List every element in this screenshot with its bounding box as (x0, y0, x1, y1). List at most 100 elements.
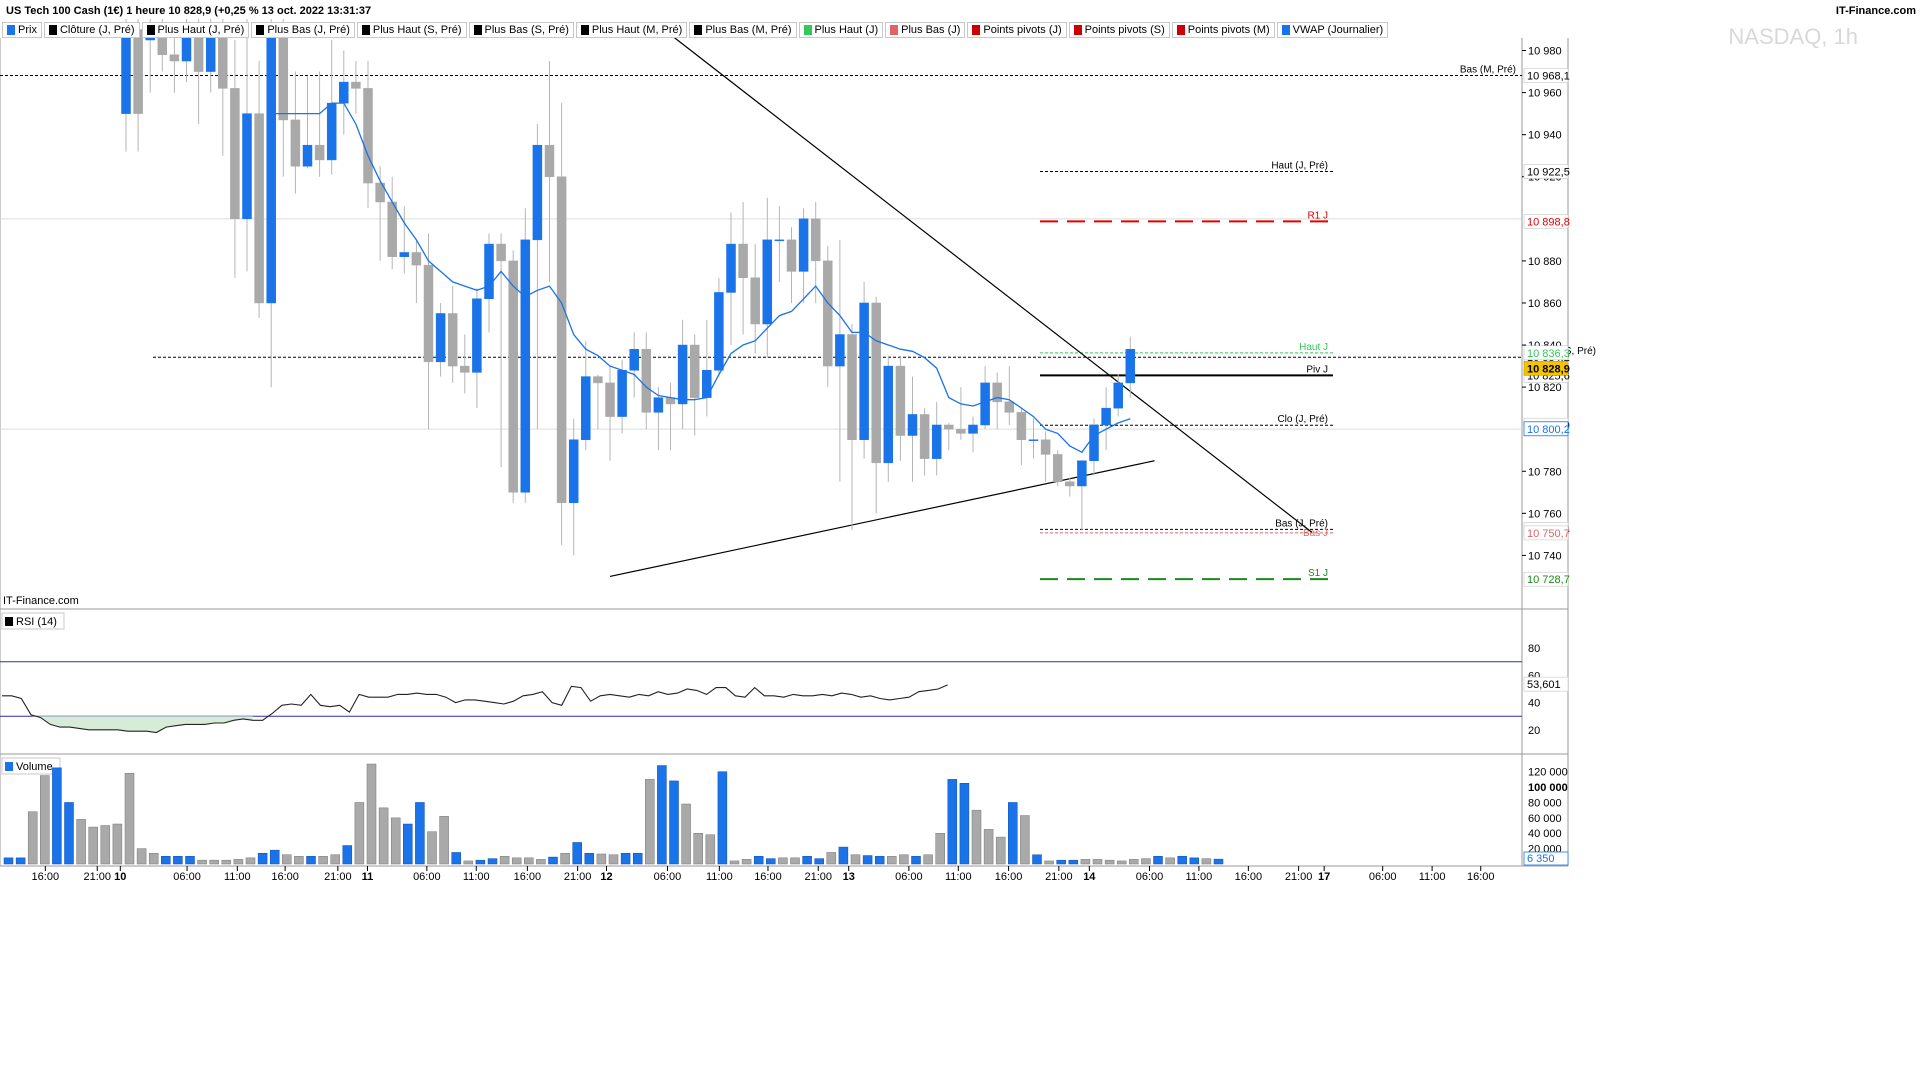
volume-bar (838, 846, 849, 865)
time-tick-label: 16:00 (271, 871, 299, 883)
footer-brand: IT-Finance.com (3, 595, 79, 607)
legend-swatch-icon (361, 25, 370, 35)
volume-bar (608, 854, 619, 865)
candle-body (907, 414, 918, 436)
legend-item[interactable]: Points pivots (M) (1171, 22, 1275, 38)
legend-swatch-icon (1073, 25, 1082, 35)
axis-tag-label: 10 836,3 (1527, 348, 1570, 360)
volume-bar (88, 826, 98, 865)
candle-body (520, 239, 531, 493)
candle-body (641, 348, 652, 413)
rsi-value-label: 53,601 (1527, 679, 1561, 691)
volume-tick-label: 60 000 (1528, 813, 1562, 825)
legend-item[interactable]: Plus Bas (J, Pré) (251, 22, 355, 38)
candle-body (714, 292, 724, 371)
axis-tag-label: 10 922,5 (1527, 166, 1570, 178)
time-tick-label: 06:00 (173, 871, 201, 883)
candle-body (883, 365, 894, 464)
candle-body (375, 182, 385, 203)
volume-bar (1153, 856, 1163, 865)
legend-item[interactable]: Prix (2, 22, 42, 38)
time-tick-label: 06:00 (413, 871, 441, 883)
volume-bar (790, 857, 800, 865)
time-tick-label: 11 (362, 871, 374, 883)
legend-item[interactable]: Plus Bas (M, Pré) (689, 22, 797, 38)
candle-body (423, 264, 434, 363)
candle-body (496, 243, 506, 262)
volume-bar (427, 831, 437, 865)
candle-body (859, 302, 869, 440)
time-tick-label: 10 (114, 871, 126, 883)
volume-bar (294, 856, 304, 865)
volume-bar (596, 853, 607, 865)
volume-bar (826, 852, 837, 865)
candle-body (435, 313, 446, 363)
volume-bar (935, 832, 945, 865)
candle-body (762, 239, 773, 325)
candle-body (944, 424, 954, 430)
legend-item[interactable]: Points pivots (S) (1068, 22, 1170, 38)
axis-tag-label: 10 728,7 (1527, 574, 1570, 586)
volume-bar (995, 836, 1006, 865)
legend-label: Plus Haut (J) (814, 24, 879, 36)
legend-label: Points pivots (M) (1187, 24, 1270, 36)
volume-bar (814, 858, 824, 865)
legend-label: Plus Haut (J, Pré) (157, 24, 245, 36)
legend-item[interactable]: Clôture (J, Pré) (43, 22, 140, 38)
candle-body (472, 298, 482, 373)
candle-body (508, 260, 518, 493)
axis-tag-box (1523, 571, 1569, 587)
volume-bar (439, 816, 449, 865)
rsi-oversold-fill (21, 716, 253, 733)
volume-bar (1189, 857, 1200, 865)
volume-bar (161, 856, 171, 865)
price-level-label: Bas (M, Pré) (1460, 65, 1516, 76)
volume-bar (233, 859, 244, 865)
vwap-tag-label: 10 800,2 (1527, 424, 1570, 436)
time-tick-label: 11:00 (1419, 871, 1446, 883)
legend-item[interactable]: Points pivots (J) (967, 22, 1067, 38)
legend-item[interactable]: Plus Haut (J, Pré) (141, 22, 250, 38)
candle-body (399, 252, 410, 257)
candle-body (956, 428, 966, 434)
legend-swatch-icon (48, 25, 57, 35)
time-tick-label: 06:00 (1136, 871, 1164, 883)
time-tick-label: 16:00 (1235, 871, 1263, 883)
candle-body (677, 344, 688, 405)
candle-body (1125, 348, 1136, 384)
legend-swatch-icon (890, 25, 899, 35)
symbol-watermark: NASDAQ, 1h (1728, 24, 1858, 49)
time-tick-label: 14 (1083, 871, 1096, 883)
volume-bar (802, 856, 812, 865)
time-tick-label: 21:00 (564, 871, 592, 883)
volume-bar (584, 852, 595, 865)
axis-tag-box (1523, 525, 1569, 541)
candle-body (387, 201, 397, 257)
chart-header: US Tech 100 Cash (1€) 1 heure 10 828,9 (… (0, 0, 1920, 22)
legend-item[interactable]: Plus Haut (M, Pré) (575, 22, 688, 38)
price-tick-label: 10 940 (1528, 130, 1562, 142)
price-level-label: Bas (S, Pré) (1542, 346, 1596, 357)
candle-body (581, 376, 591, 440)
candle-body (254, 113, 264, 304)
volume-bar (124, 772, 135, 865)
legend-item[interactable]: Plus Bas (S, Pré) (468, 22, 574, 38)
volume-bar (1056, 859, 1066, 865)
candle-body (726, 243, 736, 293)
volume-bar (524, 857, 534, 865)
price-tick-label: 10 820 (1528, 382, 1562, 394)
legend-item[interactable]: Plus Haut (J) (798, 22, 884, 38)
volume-bar (899, 854, 909, 865)
time-tick-label: 21:00 (804, 871, 832, 883)
price-level-label: S1 J (1308, 568, 1328, 579)
price-tick-label: 10 880 (1528, 256, 1562, 268)
legend-item[interactable]: Plus Haut (S, Pré) (356, 22, 467, 38)
legend-item[interactable]: VWAP (Journalier) (1276, 22, 1389, 38)
candle-body (266, 29, 276, 304)
candle-body (363, 88, 373, 184)
candle-body (847, 334, 857, 440)
legend-item[interactable]: Plus Bas (J) (885, 22, 966, 38)
time-tick-label: 11:00 (945, 871, 972, 883)
rsi-title: RSI (14) (16, 616, 57, 628)
